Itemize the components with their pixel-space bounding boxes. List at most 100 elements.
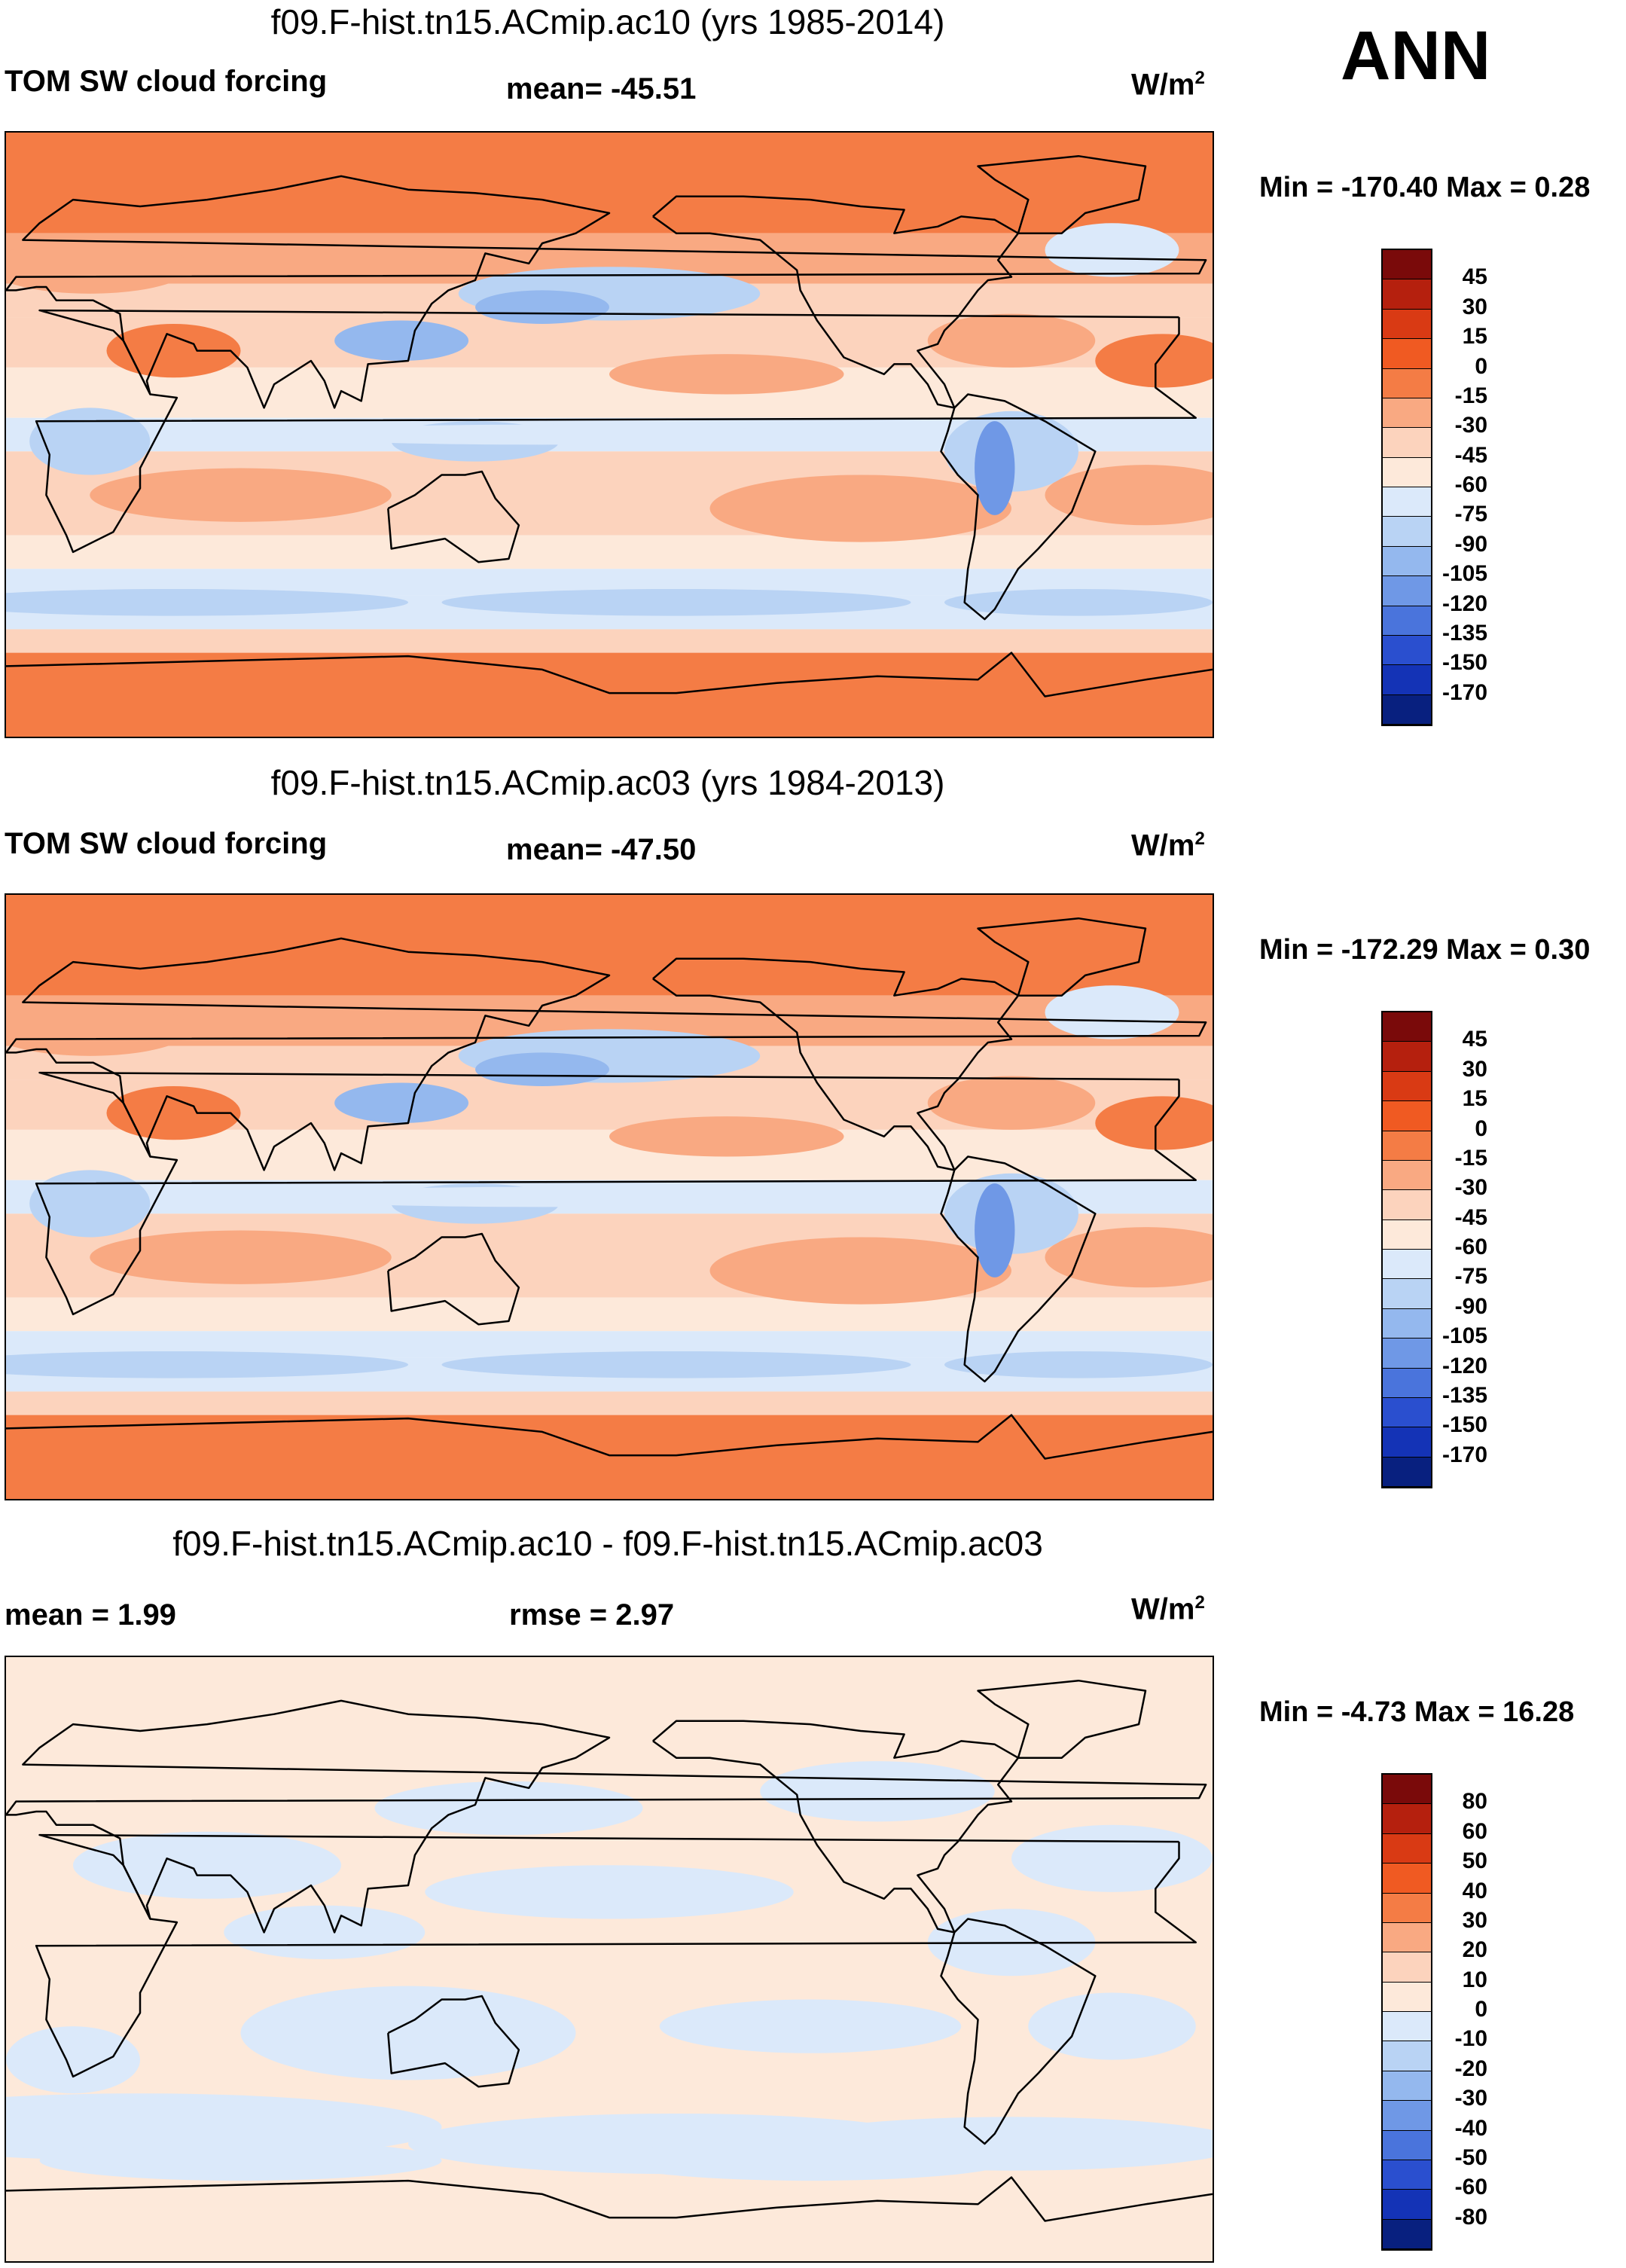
coastline [6,1414,1213,1460]
colorbar-swatch [1383,2219,1431,2249]
panel-3-minmax: Min = -4.73 Max = 16.28 [1259,1696,1575,1728]
colorbar-swatch [1383,1250,1431,1280]
colorbar-tick-label: 15 [1462,1086,1487,1112]
field-feature [106,1085,241,1140]
diff-patch [760,1761,995,1822]
field-feature [1045,1227,1213,1288]
field-band [6,895,1213,996]
coastline [6,2176,1213,2222]
diff-patch [240,1986,576,2080]
colorbar-tick-label: 60 [1462,1818,1487,1844]
colorbar-swatch [1383,1368,1431,1398]
field-band [6,535,1213,569]
colorbar-swatch [1383,309,1431,340]
coastline [6,175,1207,409]
diff-patch [425,1865,794,1919]
colorbar-swatch [1383,1833,1431,1864]
field-feature [1045,985,1179,1039]
colorbar-tick-label: 50 [1462,1848,1487,1874]
colorbar-swatch [1383,428,1431,458]
colorbar-swatch [1383,635,1431,666]
colorbar-swatch [1383,2190,1431,2220]
colorbar-swatch [1383,2160,1431,2190]
coastline [387,470,520,563]
field-feature [927,313,1096,368]
colorbar-tick-label: -135 [1441,1382,1487,1408]
diff-patch [374,1781,643,1836]
colorbar-swatch [1383,694,1431,725]
diff-patch [1028,1992,1196,2060]
colorbar-tick-label: 40 [1462,1878,1487,1903]
colorbar-tick-label: -15 [1454,1145,1487,1171]
colorbar-swatch [1383,398,1431,429]
coastline [977,1679,1147,1759]
colorbar-swatch [1383,2041,1431,2071]
diff-patch [73,1831,341,1899]
colorbar-swatch [1383,1922,1431,1953]
colorbar-tick-label: -45 [1454,442,1487,468]
colorbar-tick-label: -15 [1454,383,1487,408]
colorbar-tick-label: -120 [1441,1353,1487,1378]
colorbar-tick-label: -30 [1454,413,1487,438]
field-feature [1095,1096,1213,1150]
coastline [6,937,1207,1171]
colorbar-swatch [1383,1279,1431,1309]
colorbar-tick-label: 45 [1462,1027,1487,1052]
field-feature [29,408,151,475]
colorbar-tick-label: -60 [1454,2175,1487,2200]
colorbar-tick-label: -105 [1441,1323,1487,1349]
colorbar-tick-label: 10 [1462,1967,1487,1992]
diff-patch [659,1999,962,2053]
colorbar-tick-label: -120 [1441,591,1487,616]
colorbar-swatch [1383,1219,1431,1250]
colorbar-swatch [1383,517,1431,547]
panel-2-units: W/m2 [1131,829,1205,862]
colorbar-tick-label: -80 [1454,2204,1487,2230]
colorbar-swatch [1383,250,1431,280]
panel-1-units: W/m2 [1131,68,1205,102]
colorbar-tick-label: -170 [1441,1442,1487,1467]
colorbar-tick-label: -150 [1441,650,1487,676]
field-feature [441,588,911,616]
colorbar-swatch [1383,1397,1431,1428]
coastline [6,652,1213,697]
colorbar-tick-label: -150 [1441,1412,1487,1438]
colorbar-tick-label: -50 [1454,2144,1487,2170]
panel-1-mean: mean= -45.51 [506,72,697,105]
colorbar-swatch [1383,2012,1431,2042]
field-band [6,133,1213,234]
colorbar-swatch [1383,487,1431,517]
colorbar-swatch [1383,2130,1431,2160]
colorbar-swatch [1383,1339,1431,1369]
coastline [6,1699,1207,1934]
field-feature [975,421,1015,515]
panel-3-colorbar [1381,1773,1432,2251]
season-label: ANN [1341,17,1491,94]
coastline [652,957,1020,1171]
field-feature [29,1170,151,1238]
panel-1-title: f09.F-hist.tn15.ACmip.ac10 (yrs 1985-201… [270,2,945,41]
colorbar-tick-label: -10 [1454,2026,1487,2052]
diff-patch [39,2140,442,2181]
field-feature [6,240,191,294]
field-band [6,367,1213,418]
diff-patch [6,2026,140,2094]
panel-3-units: W/m2 [1131,1592,1205,1626]
field-feature [709,1237,1011,1305]
colorbar-swatch [1383,1071,1431,1102]
colorbar-tick-label: -40 [1454,2115,1487,2141]
panel-1-variable: TOM SW cloud forcing [5,65,328,98]
colorbar-tick-label: 0 [1475,1997,1487,2022]
field-feature [475,1052,609,1086]
colorbar-swatch [1383,2071,1431,2102]
colorbar-swatch [1383,1012,1431,1042]
colorbar-tick-label: -75 [1454,1264,1487,1290]
panel-2-colorbar [1381,1011,1432,1488]
colorbar-swatch [1383,1190,1431,1220]
field-feature [475,290,609,324]
colorbar-swatch [1383,1775,1431,1805]
panel-1-colorbar [1381,249,1432,726]
field-band [6,1415,1213,1499]
field-feature [1045,465,1213,526]
field-feature [609,354,844,395]
